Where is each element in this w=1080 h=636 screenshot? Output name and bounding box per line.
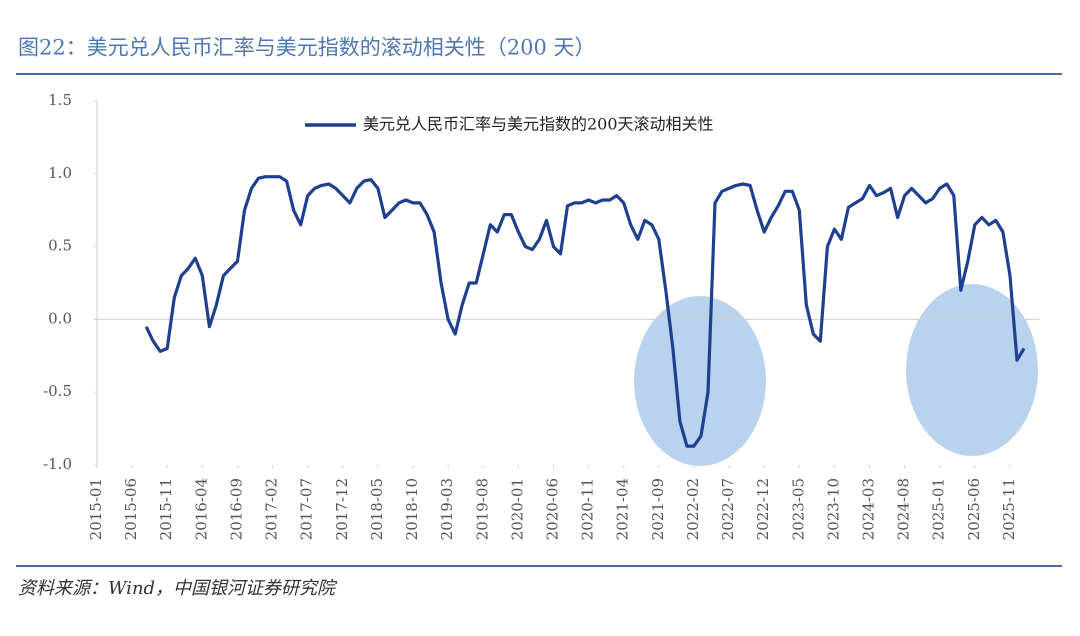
x-tick-label: 2020-11	[579, 478, 597, 540]
x-tick-label: 2022-02	[684, 478, 702, 540]
x-tick-label: 2020-06	[543, 478, 561, 540]
x-tick-label: 2018-10	[403, 478, 421, 540]
y-tick-label: 1.5	[48, 91, 72, 109]
x-tick-label: 2018-05	[368, 478, 386, 540]
x-tick-label: 2024-08	[895, 478, 913, 540]
x-tick-label: 2015-06	[122, 478, 140, 540]
x-tick-label: 2017-12	[333, 478, 351, 540]
x-tick-label: 2025-06	[965, 478, 983, 540]
x-tick-label: 2023-05	[789, 478, 807, 540]
y-tick-label: -1.0	[43, 455, 72, 473]
x-tick-label: 2021-04	[614, 478, 632, 540]
x-tick-label: 2017-07	[298, 478, 316, 540]
x-tick-label: 2019-08	[473, 478, 491, 540]
x-tick-label: 2017-02	[263, 478, 281, 540]
x-tick-label: 2019-03	[438, 478, 456, 540]
highlight-circle	[634, 296, 766, 466]
data-line	[144, 175, 1026, 448]
x-tick-label: 2024-03	[860, 478, 878, 540]
x-tick-label: 2021-09	[649, 478, 667, 540]
x-tick-label: 2015-01	[87, 478, 105, 540]
y-tick-label: 1.0	[48, 164, 72, 182]
x-tick-label: 2022-07	[719, 478, 737, 540]
x-tick-label: 2016-09	[227, 478, 245, 540]
x-tick-label: 2015-11	[157, 478, 175, 540]
x-tick-label: 2022-12	[754, 478, 772, 540]
x-tick-label: 2016-04	[192, 478, 210, 540]
x-tick-label: 2025-01	[930, 478, 948, 540]
legend-label: 美元兑人民币汇率与美元指数的200天滚动相关性	[363, 115, 714, 134]
y-tick-label: 0.0	[48, 309, 72, 327]
highlight-circle	[906, 284, 1038, 456]
x-tick-label: 2023-10	[824, 478, 842, 540]
y-tick-label: -0.5	[43, 382, 72, 400]
x-tick-label: 2025-11	[1000, 478, 1018, 540]
chart-title: 图22：美元兑人民币汇率与美元指数的滚动相关性（200 天）	[18, 36, 595, 60]
source-note: 资料来源：Wind，中国银河证券研究院	[18, 578, 338, 599]
y-tick-label: 0.5	[48, 237, 72, 255]
x-tick-label: 2020-01	[508, 478, 526, 540]
